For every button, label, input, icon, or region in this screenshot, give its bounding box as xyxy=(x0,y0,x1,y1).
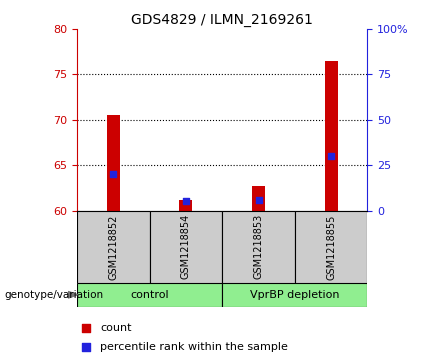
Text: GSM1218853: GSM1218853 xyxy=(253,214,264,280)
Bar xyxy=(295,211,367,283)
Point xyxy=(327,153,335,159)
Bar xyxy=(252,186,265,211)
Bar xyxy=(107,115,120,211)
Point xyxy=(82,325,89,331)
Point xyxy=(183,199,190,204)
Text: percentile rank within the sample: percentile rank within the sample xyxy=(100,342,288,352)
Point xyxy=(110,171,117,177)
Text: VprBP depletion: VprBP depletion xyxy=(250,290,340,300)
Point xyxy=(255,197,262,203)
Bar xyxy=(77,211,150,283)
Polygon shape xyxy=(68,291,78,298)
Title: GDS4829 / ILMN_2169261: GDS4829 / ILMN_2169261 xyxy=(131,13,313,26)
Point xyxy=(82,344,89,350)
Text: count: count xyxy=(100,323,132,333)
Text: GSM1218854: GSM1218854 xyxy=(181,214,191,280)
Text: control: control xyxy=(130,290,169,300)
Bar xyxy=(150,211,222,283)
Bar xyxy=(180,200,192,211)
Text: GSM1218855: GSM1218855 xyxy=(326,214,336,280)
Bar xyxy=(325,61,337,211)
Text: genotype/variation: genotype/variation xyxy=(4,290,103,300)
Bar xyxy=(77,283,222,307)
Bar xyxy=(222,211,295,283)
Text: GSM1218852: GSM1218852 xyxy=(108,214,118,280)
Bar xyxy=(222,283,367,307)
